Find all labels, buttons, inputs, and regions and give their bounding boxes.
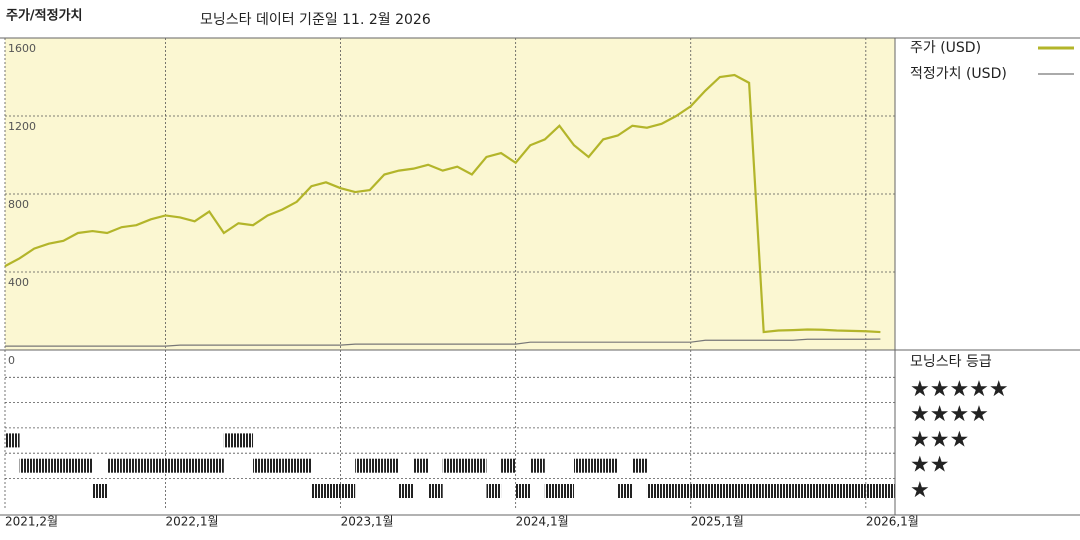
y-tick-label: 400 [8, 276, 29, 289]
rating-bar [603, 458, 618, 473]
x-tick-label: 2022,1월 [165, 515, 218, 529]
x-tick-label: 2023,1월 [341, 515, 394, 529]
rating-label: ★★★★★ [910, 377, 1009, 402]
rating-label: ★ [910, 478, 930, 503]
rating-bar [617, 484, 633, 498]
rating-bar [121, 458, 137, 473]
rating-bar [471, 458, 487, 473]
x-tick-label: 2024,1월 [516, 515, 569, 529]
series-line [4, 73, 881, 334]
rating-bar [253, 458, 268, 473]
rating-bar [63, 458, 78, 473]
chart-subtitle: 모닝스타 데이터 기준일 11. 2월 2026 [200, 12, 431, 28]
rating-bar [501, 458, 516, 473]
rating-bar [749, 484, 764, 498]
y-tick-label: 800 [8, 198, 29, 211]
rating-bar [77, 458, 93, 473]
legend-label: 주가 (USD) [910, 40, 981, 56]
rating-bar [238, 433, 254, 448]
rating-bar [413, 458, 429, 473]
rating-title: 모닝스타 등급 [910, 354, 992, 370]
rating-bar [48, 458, 64, 473]
rating-bar [632, 458, 647, 473]
rating-bar [544, 484, 560, 498]
rating-label: ★★★ [910, 427, 969, 452]
rating-bar [267, 458, 283, 473]
rating-bar [661, 484, 677, 498]
rating-bar [588, 458, 604, 473]
y-tick-label: 1200 [8, 120, 36, 133]
rating-bar [778, 484, 793, 498]
rating-bar [19, 458, 35, 473]
rating-bar [136, 458, 151, 473]
rating-label: ★★★★ [910, 402, 989, 427]
rating-bar [705, 484, 720, 498]
rating-bar [515, 484, 531, 498]
rating-bar [398, 484, 414, 498]
rating-bar [5, 433, 20, 448]
rating-label: ★★ [910, 453, 949, 478]
legend-label: 적정가치 (USD) [910, 66, 1007, 82]
rating-bar [763, 484, 779, 498]
rating-bar [646, 484, 662, 498]
x-tick-label: 2021,2월 [5, 515, 58, 529]
rating-bar [865, 484, 881, 498]
rating-bar [92, 484, 108, 498]
rating-bar [209, 458, 224, 473]
rating-bar [180, 458, 195, 473]
rating-bar [194, 458, 210, 473]
rating-bar [530, 458, 545, 473]
x-tick-label: 2025,1월 [691, 515, 744, 529]
rating-bar [311, 484, 326, 498]
rating-bar [107, 458, 122, 473]
rating-bar [851, 484, 866, 498]
rating-bar [880, 484, 895, 498]
rating-bar [165, 458, 181, 473]
y-tick-label: 1600 [8, 42, 36, 55]
rating-bar [282, 458, 297, 473]
rating-bar [822, 484, 837, 498]
rating-bar [428, 484, 443, 498]
rating-bar [836, 484, 852, 498]
chart-title: 주가/적정가치 [6, 8, 83, 24]
rating-bar [676, 484, 691, 498]
rating-bar [442, 458, 458, 473]
rating-bar [734, 484, 750, 498]
rating-bar [384, 458, 399, 473]
rating-bar [457, 458, 472, 473]
rating-bar [369, 458, 385, 473]
rating-bar [719, 484, 735, 498]
rating-bar [807, 484, 823, 498]
rating-bar [340, 484, 356, 498]
rating-bar [559, 484, 575, 498]
rating-bar [223, 433, 239, 448]
rating-bar [792, 484, 808, 498]
rating-bar [296, 458, 312, 473]
rating-bar [34, 458, 49, 473]
x-tick-label: 2026,1월 [866, 515, 919, 529]
rating-bar [574, 458, 589, 473]
y-tick-label: 0 [8, 354, 15, 367]
rating-bar [486, 484, 502, 498]
rating-bar [690, 484, 706, 498]
rating-bar [150, 458, 166, 473]
rating-bar [325, 484, 341, 498]
rating-bar [355, 458, 370, 473]
series-line [5, 338, 881, 347]
